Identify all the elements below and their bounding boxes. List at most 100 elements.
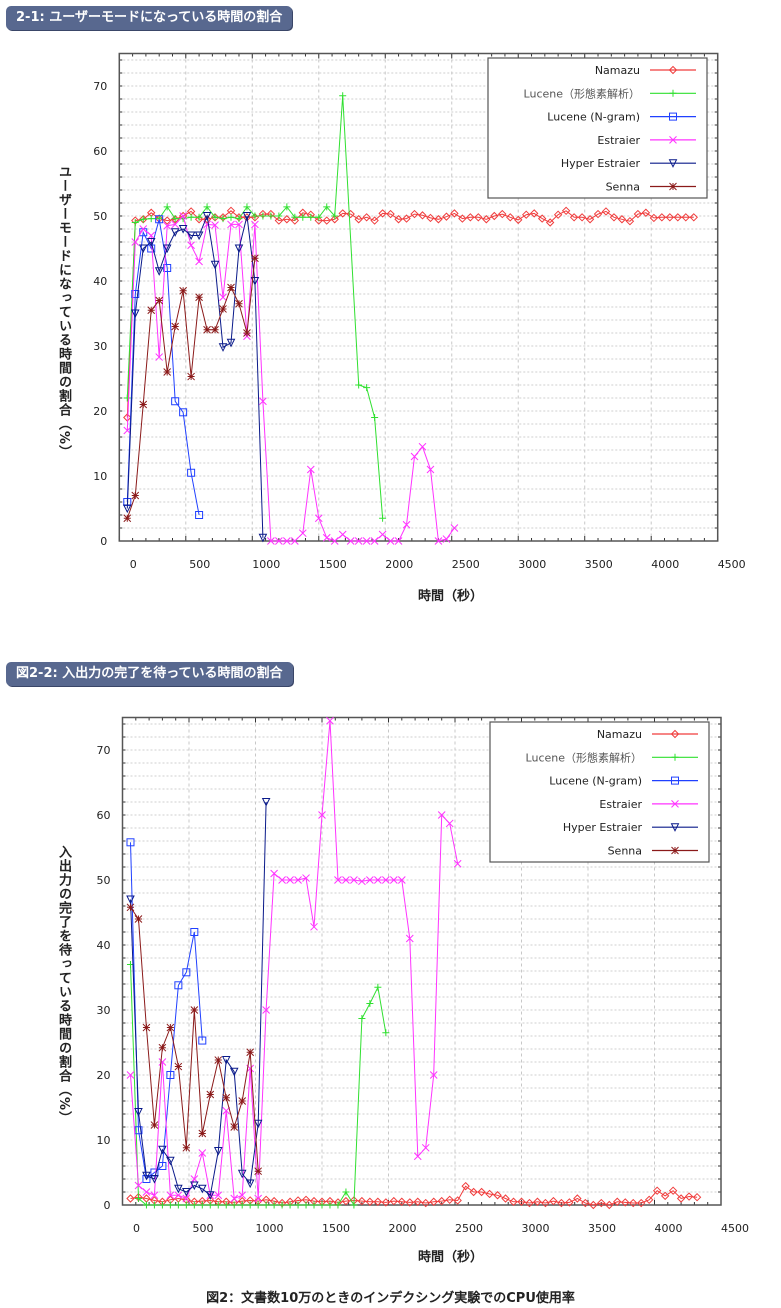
data-point [365, 1197, 375, 1206]
data-point [421, 1143, 430, 1152]
data-point [195, 213, 203, 221]
data-point [251, 212, 259, 220]
data-point [402, 520, 411, 529]
data-point [179, 286, 187, 295]
data-point [155, 215, 164, 224]
data-point [126, 1194, 135, 1203]
data-point [429, 1197, 438, 1206]
data-point [174, 1191, 183, 1200]
data-point [150, 1201, 158, 1209]
data-point [178, 225, 188, 234]
data-point [330, 537, 339, 545]
data-point [174, 1201, 182, 1209]
data-point [434, 215, 443, 224]
data-point [174, 981, 183, 990]
data-point [235, 299, 243, 308]
data-point [358, 877, 366, 886]
data-point [202, 212, 212, 221]
series-senna [126, 903, 263, 1176]
legend-marker-icon [671, 753, 679, 761]
data-point [187, 468, 196, 477]
data-point [219, 305, 227, 313]
data-point [657, 213, 667, 222]
data-point [450, 524, 459, 532]
data-point [374, 983, 382, 991]
data-point [238, 1191, 247, 1200]
legend: Namazu Lucene（形態素解析） Lucene (N-gram) Estrai… [489, 721, 710, 863]
data-point [593, 209, 603, 219]
data-point [326, 1201, 334, 1209]
data-point [222, 1201, 230, 1209]
data-point [549, 1196, 558, 1206]
y-tick-label: 0 [100, 535, 107, 548]
data-point [397, 1197, 407, 1206]
data-point [254, 1167, 263, 1176]
data-point [131, 219, 139, 226]
data-point [262, 1006, 270, 1014]
data-point [668, 1186, 678, 1195]
data-point [641, 208, 651, 217]
data-point [355, 381, 363, 389]
y-tick-label: 50 [93, 210, 107, 223]
legend-label: Hyper Estraier [563, 821, 643, 834]
data-point [142, 1188, 151, 1196]
data-point [413, 1152, 422, 1161]
x-tick-label: 2000 [385, 558, 413, 571]
data-point [166, 1201, 174, 1209]
y-tick-label: 70 [93, 80, 107, 93]
data-point [138, 244, 148, 254]
data-point [139, 215, 147, 223]
data-point [174, 1062, 183, 1071]
data-point [334, 1201, 342, 1209]
data-point [235, 220, 243, 229]
series-line [126, 210, 694, 418]
data-point [485, 1189, 494, 1199]
data-point [267, 212, 275, 220]
chart-2-y-axis-label: 入出力の完了を待っている時間の割合（%） [56, 845, 71, 1126]
data-point [166, 1156, 175, 1166]
data-point [389, 876, 398, 884]
y-tick-label: 60 [97, 809, 111, 822]
x-tick-label: 4500 [721, 1222, 749, 1235]
x-tick-label: 3000 [522, 1222, 550, 1235]
data-point [226, 338, 236, 348]
data-point [227, 283, 235, 292]
data-point [187, 241, 195, 250]
legend-label: Lucene (N-gram) [549, 775, 642, 788]
data-point [545, 218, 555, 227]
data-point [171, 397, 180, 406]
data-point [291, 213, 299, 221]
data-point [410, 209, 419, 219]
data-point [350, 1201, 358, 1209]
data-point [418, 211, 427, 220]
x-tick-label: 0 [130, 558, 137, 571]
y-tick-label: 70 [97, 744, 111, 757]
series-senna [123, 254, 259, 523]
series-lucene [123, 92, 387, 522]
data-point [237, 1169, 247, 1179]
data-point [222, 1106, 231, 1115]
y-tick-label: 50 [97, 874, 111, 887]
data-point [230, 1194, 239, 1203]
data-point [195, 511, 204, 519]
legend-label: Lucene（形態素解析） [524, 86, 640, 100]
legend-label: Lucene（形態素解析） [526, 750, 642, 764]
x-tick-label: 2500 [452, 558, 480, 571]
data-point [684, 1192, 694, 1201]
data-point [286, 876, 294, 884]
data-point [227, 213, 235, 221]
data-point [230, 1201, 238, 1209]
data-point [617, 215, 627, 224]
plot-frame [121, 716, 722, 1206]
data-point [190, 928, 199, 936]
x-tick-label: 3000 [518, 558, 546, 571]
data-point [338, 530, 347, 539]
data-point [190, 1181, 199, 1191]
data-point [609, 213, 619, 222]
data-point [219, 293, 227, 302]
x-tick-label: 500 [189, 558, 210, 571]
data-point [163, 203, 171, 211]
data-point [585, 215, 595, 224]
data-point [613, 1197, 622, 1206]
